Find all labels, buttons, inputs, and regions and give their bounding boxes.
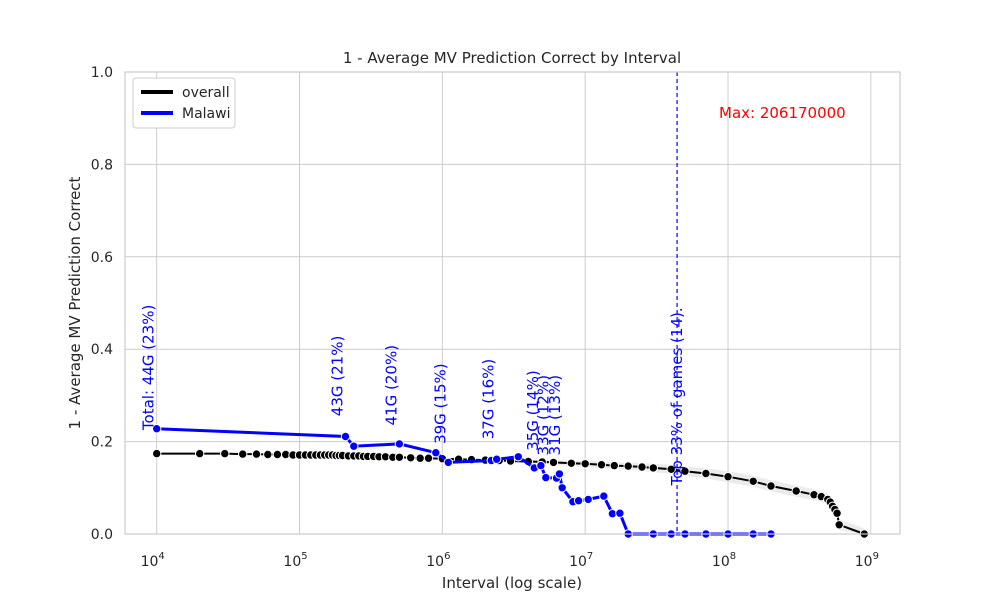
data-point-overall <box>152 448 162 459</box>
series-layer <box>152 424 869 539</box>
x-tick-label: 108 <box>712 551 736 570</box>
y-tick-label: 0.2 <box>91 435 113 451</box>
data-point-overall <box>596 460 607 470</box>
data-point-overall <box>791 486 801 496</box>
y-tick-label: 0.4 <box>91 342 113 358</box>
data-point-malawi <box>394 439 405 449</box>
data-point-malawi <box>152 424 162 434</box>
y-tick-label: 0.6 <box>91 250 113 266</box>
data-point-overall <box>623 461 633 471</box>
data-point-malawi <box>340 431 351 442</box>
data-point-overall <box>834 520 844 530</box>
data-point-overall <box>251 449 262 459</box>
legend-malawi-label: Malawi <box>182 106 230 122</box>
y-axis-ticks: 0.0 0.2 0.4 0.6 0.8 1.0 <box>91 65 113 543</box>
data-point-malawi <box>583 494 593 505</box>
annotation-label: 39G (15%) <box>431 363 449 444</box>
data-point-overall <box>580 459 590 469</box>
y-axis-label: 1 - Average MV Prediction Correct <box>66 176 84 429</box>
data-point-overall <box>666 464 676 474</box>
x-axis-ticks: 104 105 106 107 108 109 <box>141 551 879 570</box>
data-point-overall <box>220 448 230 459</box>
data-point-overall <box>701 468 711 479</box>
data-point-overall <box>394 452 405 462</box>
annotation-label: 35G (14%) <box>524 370 542 451</box>
data-point-malawi <box>513 452 523 462</box>
data-point-malawi <box>492 454 502 464</box>
data-point-overall <box>680 466 690 476</box>
y-tick-label: 1.0 <box>91 65 113 81</box>
annotation-label: 43G (21%) <box>329 336 347 417</box>
x-tick-label: 106 <box>426 551 450 570</box>
plot-frame <box>124 71 901 535</box>
legend: overall Malawi <box>132 77 236 129</box>
data-point-malawi <box>554 469 565 479</box>
data-point-malawi <box>615 508 625 518</box>
x-axis-label: Interval (log scale) <box>442 574 582 592</box>
data-point-overall <box>748 476 758 486</box>
annotation-label: 33G (12%) <box>534 375 552 456</box>
data-point-overall <box>415 453 425 463</box>
reference-line-layer: Top 33% of games (14). <box>668 72 686 534</box>
data-point-overall <box>238 449 248 459</box>
data-point-overall <box>195 448 205 459</box>
annotation-label: Total: 44G (23%) <box>140 305 158 431</box>
annotation-label: 37G (16%) <box>480 359 498 440</box>
data-point-overall <box>637 462 647 472</box>
y-tick-label: 0.8 <box>91 157 113 173</box>
data-point-malawi <box>573 496 584 506</box>
chart-title: 1 - Average MV Prediction Correct by Int… <box>343 49 681 67</box>
data-point-overall <box>406 453 416 463</box>
annotation-label: 31G (13%) <box>546 375 564 456</box>
data-point-malawi <box>431 448 441 458</box>
data-point-overall <box>566 458 576 468</box>
data-point-malawi <box>349 441 359 451</box>
data-point-overall <box>723 472 733 482</box>
max-label: Max: 206170000 <box>719 104 846 122</box>
data-point-malawi <box>443 457 453 468</box>
data-point-malawi <box>536 460 546 471</box>
data-point-overall <box>832 508 842 518</box>
top-33-percent-label: Top 33% of games (14). <box>668 307 686 486</box>
data-point-overall <box>272 449 283 460</box>
data-point-overall <box>548 457 559 468</box>
annotation-layer: Total: 44G (23%) 43G (21%) 41G (20%) 39G (1… <box>140 305 564 456</box>
data-point-overall <box>263 449 273 460</box>
data-point-malawi <box>557 483 567 493</box>
y-tick-label: 0.0 <box>91 527 113 543</box>
data-point-overall <box>423 453 434 463</box>
data-point-malawi <box>541 472 551 483</box>
legend-overall-label: overall <box>182 85 230 101</box>
x-tick-label: 105 <box>283 551 307 570</box>
data-point-malawi <box>599 491 609 501</box>
x-tick-label: 107 <box>569 551 593 570</box>
data-point-overall <box>766 481 776 491</box>
x-tick-label: 104 <box>141 551 165 570</box>
annotation-label: 41G (20%) <box>382 345 400 426</box>
x-tick-label: 109 <box>855 551 879 570</box>
data-point-overall <box>648 463 658 473</box>
data-point-overall <box>609 460 619 471</box>
